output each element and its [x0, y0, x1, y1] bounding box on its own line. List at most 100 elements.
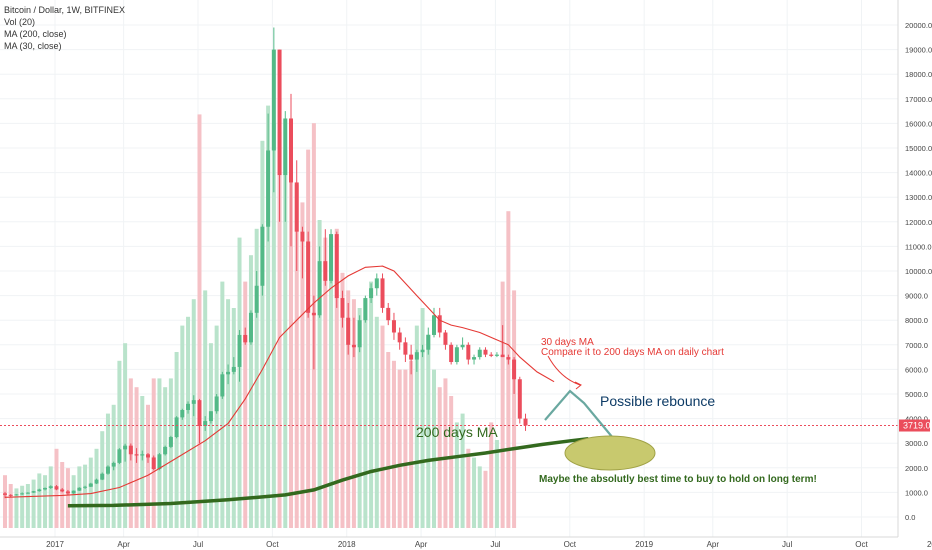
- volume-bar: [146, 404, 150, 528]
- volume-bar: [426, 334, 431, 528]
- candle-body: [483, 349, 488, 355]
- candle-body: [180, 409, 185, 418]
- candle-body: [105, 466, 110, 474]
- volume-bar: [248, 255, 253, 528]
- candle-body: [254, 285, 259, 313]
- volume-bar: [283, 149, 288, 528]
- candle-body: [329, 234, 334, 281]
- price-tick-label: 7000.0: [905, 341, 928, 350]
- price-tick-label: 4000.0: [905, 415, 928, 424]
- candle-body: [294, 182, 299, 232]
- candle-body: [283, 118, 288, 176]
- volume-bar: [168, 378, 173, 528]
- volume-bar: [197, 114, 202, 529]
- volume-bar: [94, 448, 99, 528]
- chart-legend: Bitcoin / Dollar, 1W, BITFINEX Vol (20) …: [4, 4, 125, 52]
- candle-body: [369, 288, 374, 299]
- candle-body: [134, 454, 139, 456]
- legend-ma30[interactable]: MA (30, close): [4, 41, 62, 51]
- price-tick-label: 10000.0: [905, 267, 932, 276]
- volume-bar: [48, 466, 53, 528]
- volume-bar: [472, 457, 477, 528]
- buy-zone-ellipse: [564, 435, 656, 471]
- volume-bar: [460, 413, 465, 528]
- volume-bar: [306, 149, 311, 528]
- candle-body: [432, 315, 436, 335]
- candle-body: [191, 400, 196, 404]
- volume-bar: [260, 140, 265, 529]
- candle-body: [391, 320, 396, 333]
- volume-bar: [31, 479, 36, 528]
- candle-body: [248, 312, 253, 343]
- candle-body: [477, 349, 482, 358]
- volume-bar: [214, 325, 219, 528]
- time-tick-label: Jul: [193, 540, 203, 549]
- ma30-annotation-arrow: [547, 355, 582, 390]
- candle-body: [443, 332, 448, 345]
- time-tick-label: Jul: [782, 540, 792, 549]
- volume-bar: [449, 396, 454, 528]
- candle-body: [220, 374, 225, 397]
- candle-body: [512, 359, 517, 380]
- volume-bar: [83, 464, 88, 528]
- candle-body: [140, 454, 145, 456]
- candle-body: [237, 334, 242, 367]
- volume-bar: [351, 299, 356, 528]
- volume-bar: [494, 440, 499, 528]
- legend-ma200[interactable]: MA (200, close): [4, 29, 67, 39]
- candle-body: [203, 421, 208, 426]
- volume-bar: [180, 325, 185, 528]
- ma200-label: 200 days MA: [416, 424, 498, 440]
- volume-bar: [20, 485, 25, 528]
- volume-bar: [369, 281, 374, 528]
- candle-body: [380, 278, 385, 308]
- volume-bar: [409, 360, 414, 528]
- volume-bar: [334, 228, 339, 529]
- candle-body: [151, 457, 156, 470]
- price-tick-label: 18000.0: [905, 70, 932, 79]
- candle-body: [454, 347, 459, 363]
- candle-body: [277, 49, 282, 176]
- volume-bar: [340, 272, 345, 528]
- volume-bar: [71, 475, 76, 528]
- candle-body: [157, 454, 162, 470]
- candle-body: [266, 150, 271, 227]
- price-tick-label: 6000.0: [905, 365, 928, 374]
- candle-body: [317, 261, 322, 316]
- candle-body: [8, 494, 13, 496]
- candle-body: [420, 349, 425, 353]
- time-tick-label: Apr: [707, 540, 720, 549]
- volume-bar: [231, 308, 236, 528]
- candle-body: [334, 234, 339, 299]
- price-axis: 20000.0 19000.0 18000.0 17000.0 16000.0 15000…: [897, 0, 932, 537]
- price-tick-label: 13000.0: [905, 193, 932, 202]
- volume-bar: [25, 484, 30, 528]
- price-tick-label: 2000.0: [905, 464, 928, 473]
- candle-body: [146, 454, 150, 458]
- candle-body: [506, 357, 511, 360]
- time-tick-label: 2018: [338, 540, 356, 549]
- candle-body: [168, 437, 173, 447]
- volume-bar: [294, 184, 299, 529]
- candle-body: [289, 118, 293, 183]
- volume-bar: [386, 352, 391, 528]
- candle-body: [128, 445, 133, 455]
- candle-body: [65, 491, 70, 494]
- legend-symbol[interactable]: Bitcoin / Dollar, 1W, BITFINEX: [4, 5, 126, 15]
- price-tick-label: 11000.0: [905, 242, 932, 251]
- legend-volume[interactable]: Vol (20): [4, 17, 36, 27]
- candle-body: [71, 490, 76, 494]
- volume-bar: [266, 105, 271, 528]
- candle-body: [323, 261, 328, 281]
- candle-body: [214, 396, 219, 412]
- candle-body: [472, 357, 477, 360]
- candle-body: [466, 344, 471, 360]
- candle-body: [88, 483, 93, 487]
- price-tick-label: 19000.0: [905, 46, 932, 55]
- candle-body: [437, 315, 442, 333]
- price-tick-label: 15000.0: [905, 144, 932, 153]
- volume-bar: [432, 369, 436, 528]
- candle-body: [94, 479, 99, 484]
- volume-bar: [77, 466, 82, 528]
